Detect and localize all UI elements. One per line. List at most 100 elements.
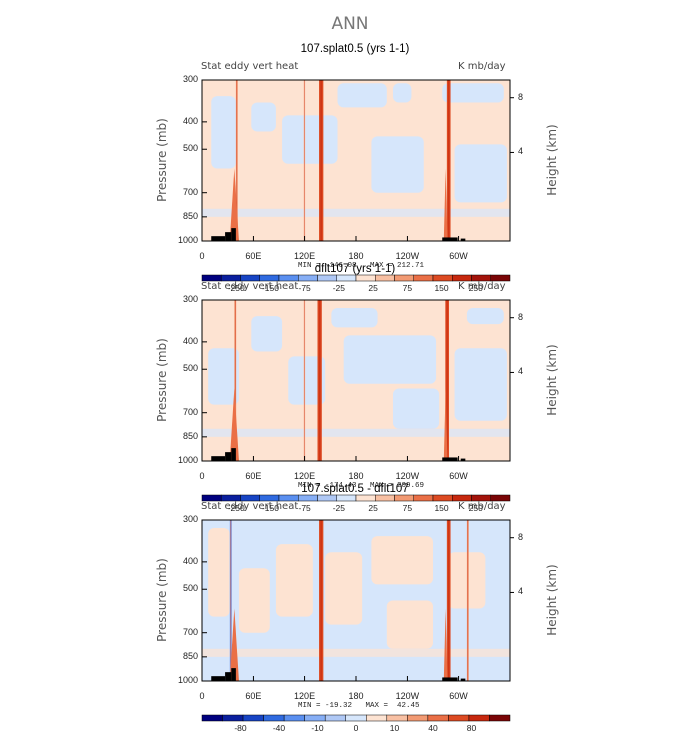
y-tick-label: 500 [182,583,198,594]
min-max-text: MIN = -19.32 MAX = 42.45 [298,702,420,710]
y-tick-label: 1000 [177,235,198,245]
field-patch-positive [325,552,363,625]
field-patch-negative [392,83,412,103]
field-patch-negative [251,316,283,352]
field-surface-spike [229,608,239,681]
field-band-core [236,80,238,241]
colorbar-label: -25 [332,503,346,513]
chart-panel-1: 107.splat0.5 (yrs 1-1) Stat eddy vert hea… [0,40,700,293]
field-group [202,80,510,241]
x-tick-label: 120W [395,471,420,481]
y2-axis-label: Height (km) [545,123,559,196]
y-tick-label: 700 [182,186,198,197]
topography-mask [460,678,466,681]
y2-tick-label: 4 [518,366,524,377]
right-label: K mb/day [458,501,506,512]
field-group [202,520,510,681]
colorbar-label: -25 [332,283,346,293]
colorbar-label: -250 [227,283,245,293]
field-band-core [447,520,450,681]
colorbar-label: -40 [272,723,286,733]
x-tick-label: 60E [245,691,262,701]
left-label: Stat eddy vert heat [201,281,299,292]
field-patch-positive [208,528,230,617]
y-tick-label: 400 [182,555,198,566]
topography-mask [231,448,236,461]
y-axis-label: Pressure (mb) [155,117,169,202]
colorbar-swatch [201,714,223,722]
field-patch-positive [386,600,433,649]
colorbar-label: 150 [434,283,449,293]
field-patch-negative [331,308,378,328]
chart-panel-2: dflt107 (yrs 1-1) Stat eddy vert heat K mb… [0,260,700,513]
colorbar-label: -75 [298,283,311,293]
panel-title: 107.splat0.5 (yrs 1-1) [300,43,410,55]
colorbar-label: 10 [389,723,400,733]
colorbar-label: 75 [402,283,413,293]
y-tick-label: 300 [182,74,198,84]
x-tick-label: 120E [294,691,316,701]
left-label: Stat eddy vert heat [201,61,299,72]
field-patch-negative [454,144,507,203]
x-tick-label: 120E [294,471,316,481]
y-tick-label: 1000 [177,455,198,465]
x-tick-label: 60W [449,471,468,481]
field-band-core [320,80,323,241]
x-tick-label: 0 [199,691,205,701]
field-band-core [234,300,236,461]
field-patch-positive [371,536,433,585]
colorbar-swatch [468,714,490,722]
colorbar-label: 0 [353,723,359,733]
y2-axis-label: Height (km) [545,563,559,636]
field-band-core [320,520,323,681]
panel-title: dflt107 (yrs 1-1) [314,263,396,275]
colorbar-swatch [490,494,511,502]
field-surface-spike [443,388,448,461]
field-patch-negative [392,388,440,429]
min-max-text: MIN = -174.43 MAX = 209.69 [298,482,425,490]
topography-mask [442,237,458,241]
topography-mask [460,458,466,461]
field-surface-spike [229,168,239,241]
y-tick-label: 500 [182,143,198,154]
x-tick-label: 60E [245,251,262,261]
colorbar-label: -250 [227,503,245,513]
y-tick-label: 850 [182,650,198,661]
field-band-core [318,300,321,461]
y2-tick-label: 8 [518,91,524,102]
field-patch-positive [238,568,270,633]
colorbar-swatch [490,274,511,282]
chart-svg [201,299,514,502]
x-tick-label: 180 [348,691,364,701]
y-tick-label: 1000 [177,675,198,685]
y-axis-label: Pressure (mb) [155,557,169,642]
topography-mask [211,676,226,681]
field-patch-negative [442,83,504,103]
x-tick-label: 60E [245,471,262,481]
field-band-core [304,80,305,241]
field-surface-spike [443,608,448,681]
field-surface-band [202,208,510,217]
colorbar-swatch [263,714,285,722]
colorbar-swatch [448,714,470,722]
topography-mask [225,452,232,461]
colorbar-label: -10 [311,723,324,733]
topography-mask [211,456,226,461]
page-title: ANN [331,14,369,34]
y2-tick-label: 4 [518,586,524,597]
colorbar-swatch [283,714,305,722]
x-tick-label: 60W [449,691,468,701]
field-patch-negative [343,335,437,384]
y2-tick-label: 8 [518,311,524,322]
colorbar-label: -75 [298,503,311,513]
field-patch-negative [251,102,276,132]
colorbar-label: 250 [468,283,483,293]
y2-axis-label: Height (km) [545,343,559,416]
colorbar-label: 150 [434,503,449,513]
y-tick-label: 400 [182,115,198,126]
colorbar-swatch [222,714,244,722]
colorbar-swatch [242,714,264,722]
left-label: Stat eddy vert heat [201,501,299,512]
field-surface-band [202,428,510,437]
field-band-core [467,520,469,681]
